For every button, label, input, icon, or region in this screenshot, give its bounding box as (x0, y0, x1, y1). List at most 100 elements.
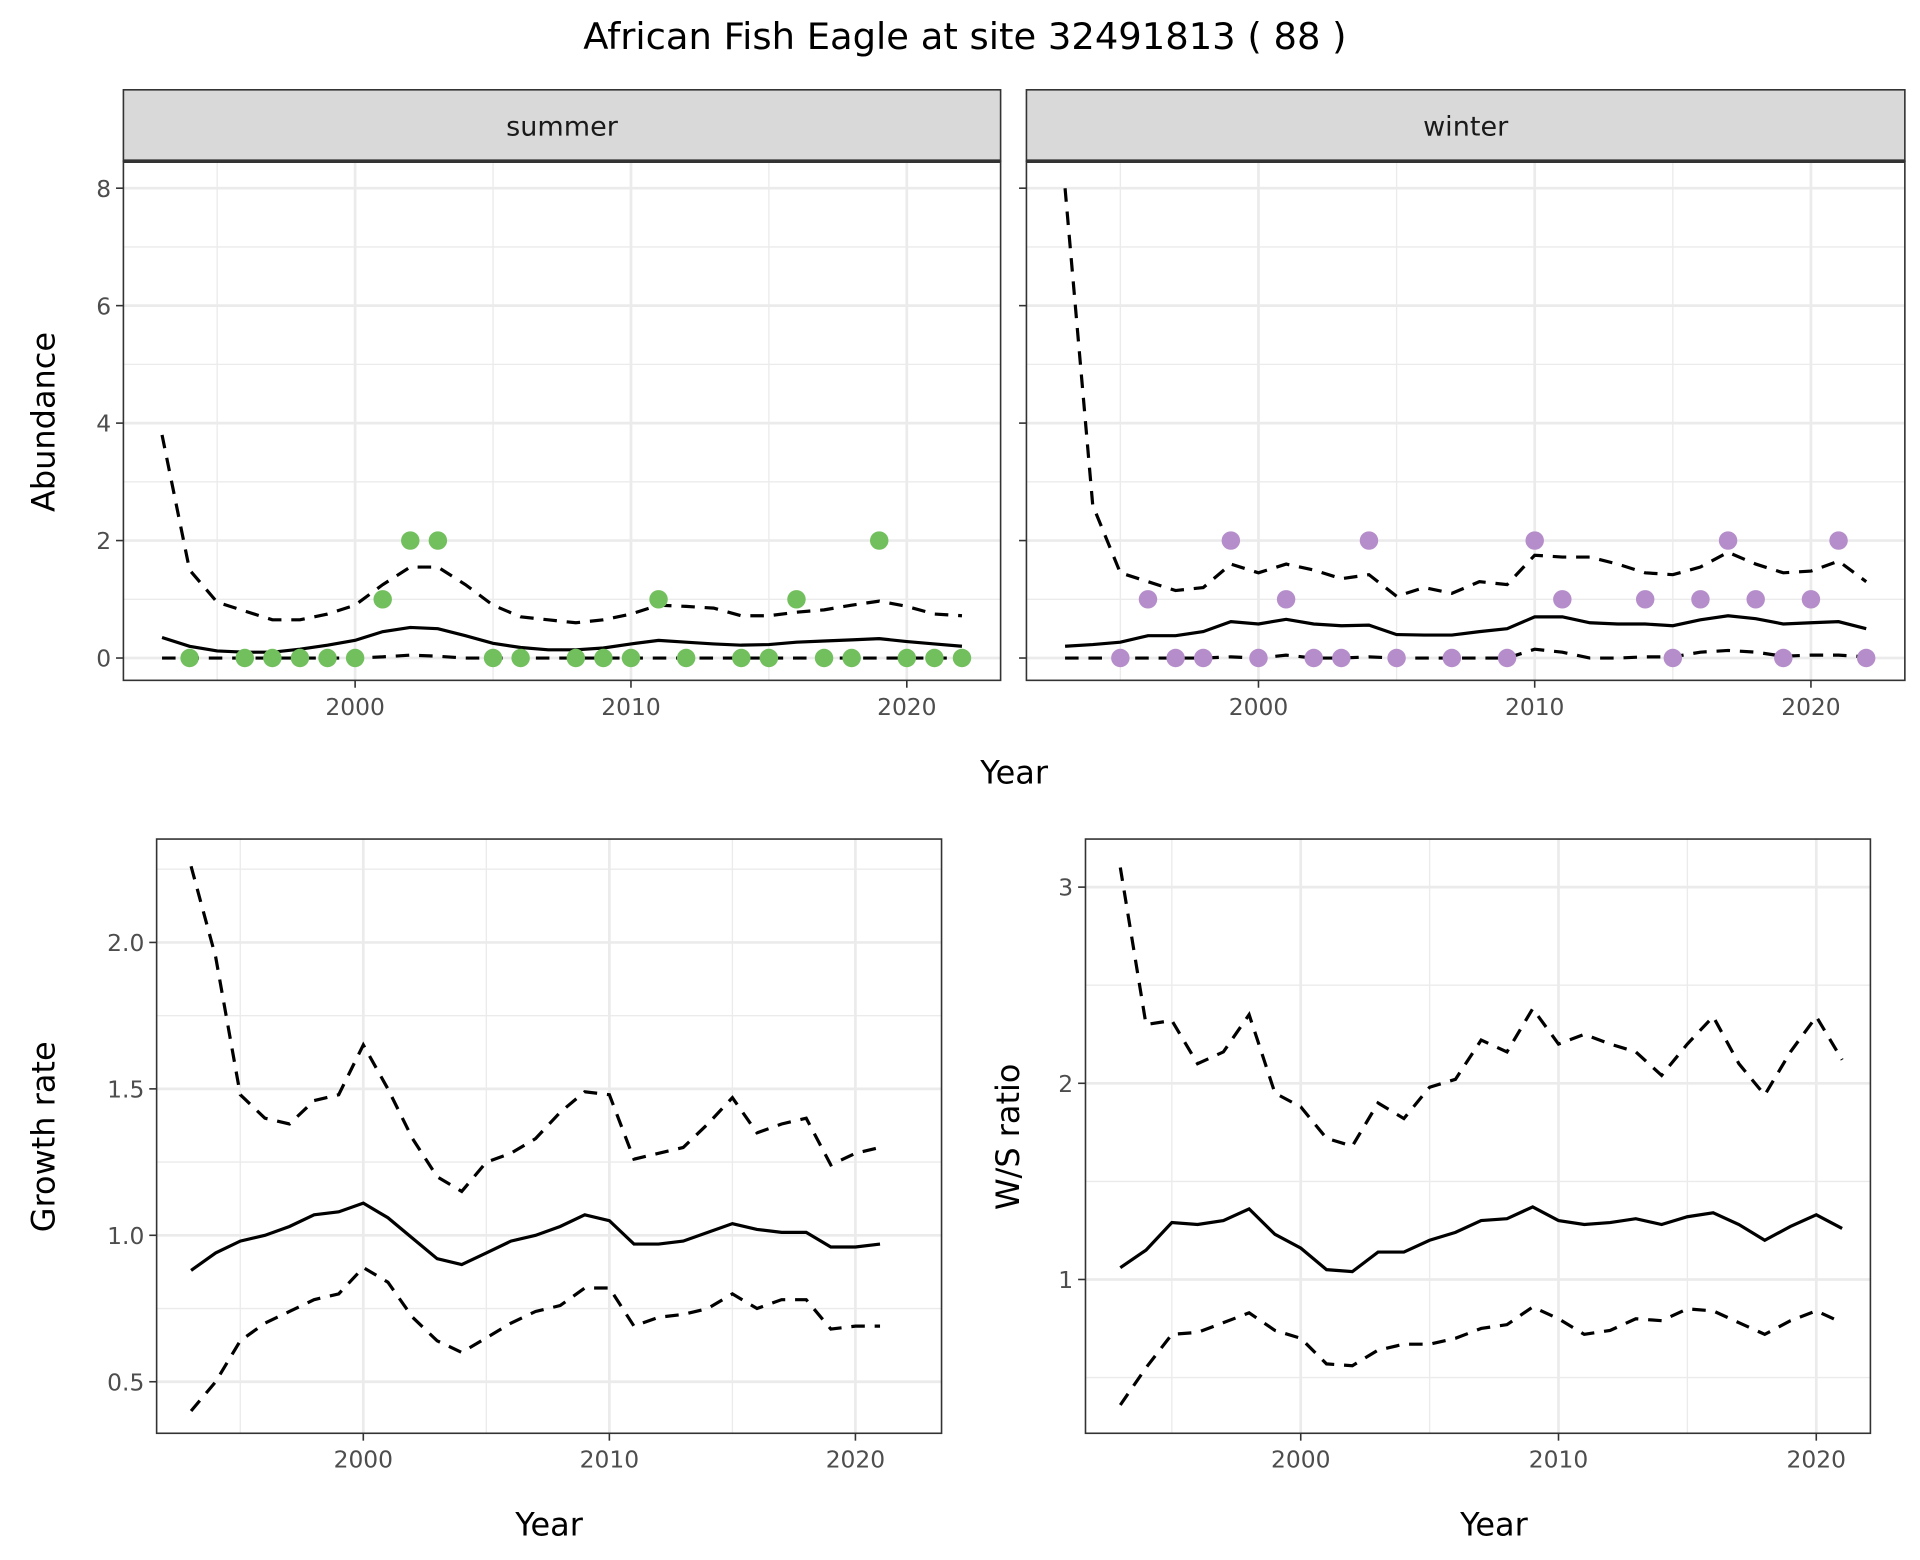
upper-ci-line (189, 865, 881, 1194)
data-point (1193, 648, 1213, 668)
y-axis-label-abundance: Abundance (25, 332, 63, 512)
data-point (1387, 648, 1406, 668)
data-point (290, 648, 310, 668)
upper-ci-line (160, 434, 963, 625)
y-tick-label: 1 (1058, 1266, 1073, 1294)
data-point (621, 648, 641, 668)
y-tick-label: 2 (1058, 1070, 1073, 1098)
y-axis-label-growth: Growth rate (25, 1041, 63, 1232)
x-tick-label: 2020 (1787, 1446, 1846, 1474)
y-tick-label: 1.5 (107, 1075, 144, 1103)
panel-summer: summer 2000 2010 2020 0 2 4 6 8 (96, 89, 1002, 721)
x-tick-label: 2010 (1529, 1446, 1588, 1474)
x-tick-label: 2000 (1271, 1446, 1330, 1474)
data-point (483, 648, 503, 668)
y-tick-label: 6 (96, 292, 111, 320)
data-point (1276, 590, 1296, 609)
data-point (1497, 648, 1517, 668)
upper-ci-line (1063, 188, 1868, 599)
data-point (1746, 590, 1765, 609)
x-axis-label-ratio: Year (1459, 1505, 1529, 1543)
panel-growth: 2000 2010 2020 0.5 1.0 1.5 2.0 (107, 838, 943, 1474)
data-point (1442, 648, 1462, 668)
lower-ci-line (189, 1265, 881, 1413)
y-tick-label: 4 (96, 410, 111, 438)
data-point (869, 531, 889, 550)
y-tick-label: 1.0 (107, 1222, 144, 1250)
y-tick-label: 3 (1058, 874, 1073, 902)
x-tick-label: 2020 (1781, 693, 1840, 721)
facet-strip-label: summer (506, 111, 619, 142)
data-point (814, 648, 834, 668)
y-axis-label-ratio: W/S ratio (989, 1064, 1027, 1211)
x-tick-label: 2020 (826, 1446, 885, 1474)
data-point (1718, 531, 1738, 550)
data-point (952, 648, 972, 668)
data-point (401, 531, 420, 550)
data-point (1663, 648, 1683, 668)
upper-ci-line (1118, 867, 1844, 1149)
data-point (1801, 590, 1821, 609)
data-point (649, 590, 668, 609)
data-point (1166, 648, 1185, 668)
data-point (1304, 648, 1323, 668)
y-tick-label: 2 (96, 527, 111, 555)
data-point (676, 648, 696, 668)
lower-ci-line (1065, 647, 1867, 660)
data-point (897, 648, 917, 668)
data-point (759, 648, 779, 668)
data-point (1553, 590, 1572, 609)
panel-ratio: 2000 2010 2020 1 2 3 (1058, 838, 1872, 1474)
mean-line (1119, 1205, 1843, 1274)
mean-line (190, 1201, 881, 1272)
data-point (345, 648, 365, 668)
data-point (373, 590, 392, 609)
data-point (263, 648, 282, 668)
data-point (1525, 531, 1544, 550)
data-point (925, 648, 944, 668)
lower-ci-line (1118, 1305, 1843, 1406)
x-axis-label-growth: Year (514, 1505, 584, 1543)
x-tick-label: 2000 (1229, 693, 1288, 721)
data-point (842, 648, 861, 668)
data-point (1221, 531, 1241, 550)
data-point (180, 648, 199, 668)
data-point (1635, 590, 1655, 609)
y-tick-label: 0.5 (107, 1368, 144, 1396)
figure-title: African Fish Eagle at site 32491813 ( 88… (583, 15, 1346, 58)
y-tick-label: 0 (96, 645, 111, 673)
panel-border (155, 838, 943, 1435)
plot-background (1085, 839, 1871, 1434)
x-tick-label: 2010 (1505, 693, 1564, 721)
y-tick-label: 8 (96, 175, 111, 203)
x-axis-label-top: Year (979, 754, 1049, 792)
panel-winter: winter 2000 2010 2020 (1019, 89, 1906, 721)
data-point (732, 648, 751, 668)
facet-strip (122, 89, 1002, 162)
x-tick-label: 2010 (580, 1446, 639, 1474)
facet-strip (1025, 89, 1906, 162)
data-point (594, 648, 613, 668)
mean-line (1064, 614, 1867, 648)
data-point (1249, 648, 1268, 668)
data-point (1856, 648, 1876, 668)
data-point (428, 531, 448, 550)
x-tick-label: 2010 (601, 693, 660, 721)
data-point (511, 648, 530, 668)
data-point (1774, 648, 1793, 668)
plot-background (156, 839, 942, 1434)
data-point (235, 648, 255, 668)
data-point (1111, 648, 1130, 668)
data-point (1359, 531, 1379, 550)
data-point (318, 648, 337, 668)
data-point (1829, 531, 1848, 550)
data-point (566, 648, 586, 668)
data-point (1332, 648, 1351, 668)
y-tick-label: 2.0 (107, 929, 144, 957)
data-point (1691, 590, 1710, 609)
x-tick-label: 2000 (325, 693, 384, 721)
x-tick-label: 2000 (334, 1446, 393, 1474)
data-point (1138, 590, 1158, 609)
plot-background (1026, 161, 1905, 681)
